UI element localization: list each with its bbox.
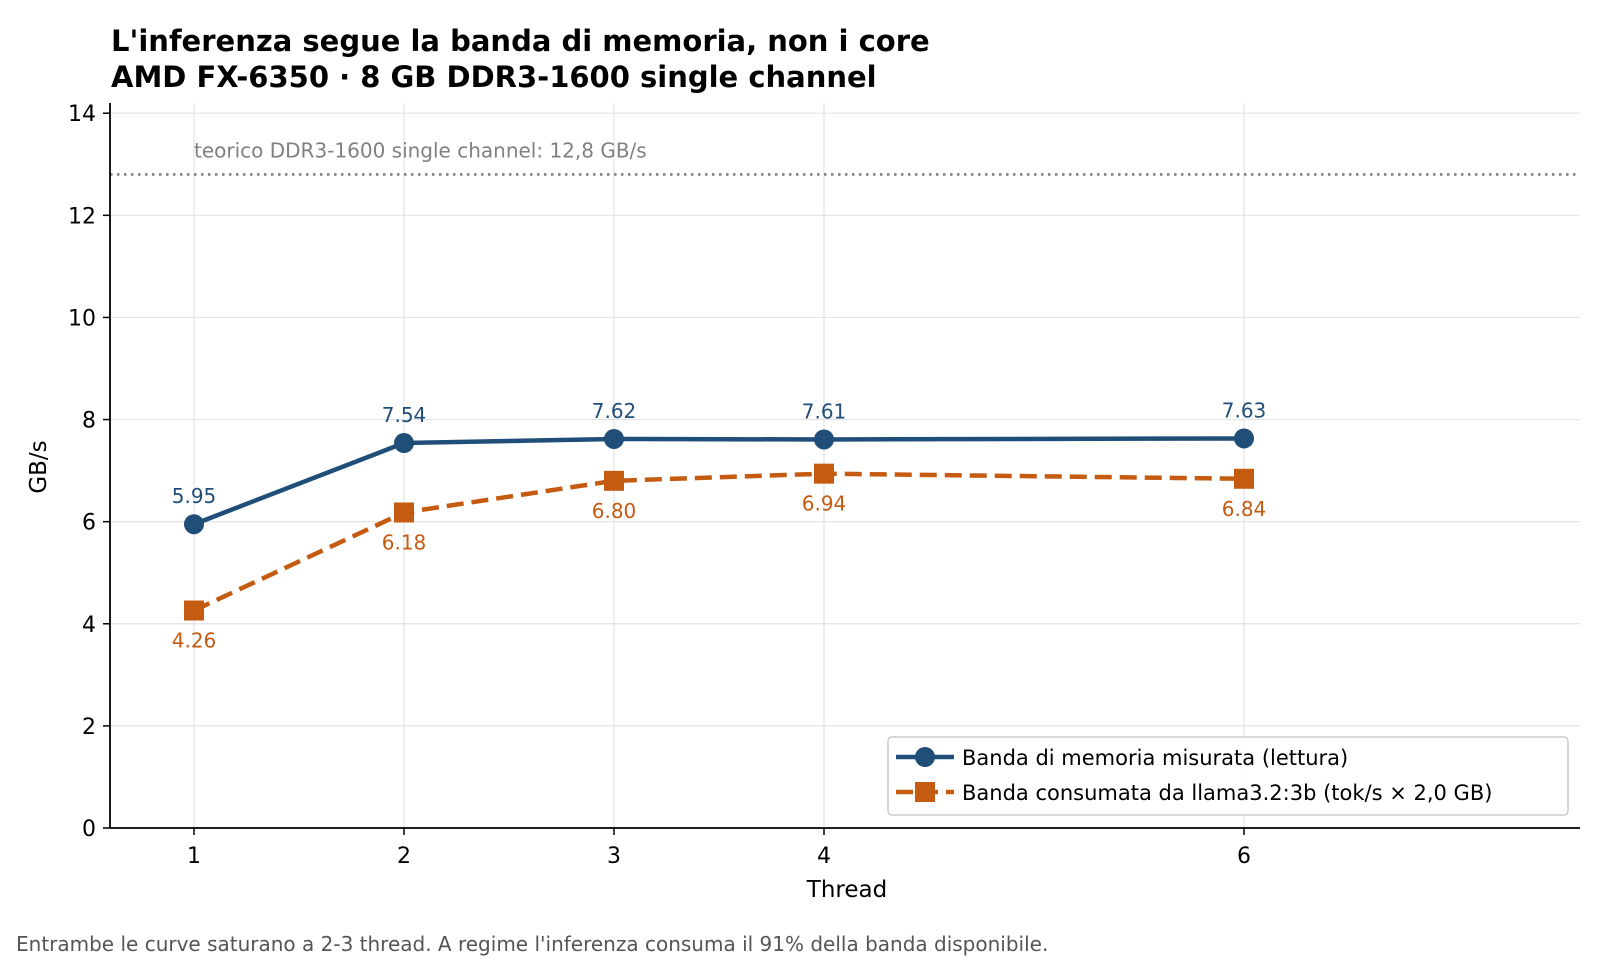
series-2-data-label: 4.26: [172, 629, 217, 653]
reference-line-label: teorico DDR3-1600 single channel: 12,8 G…: [194, 138, 647, 162]
series-2-point: [394, 502, 414, 523]
series-2-point: [814, 463, 834, 484]
legend-label-1: Banda di memoria misurata (lettura): [962, 746, 1348, 770]
legend-box: [887, 736, 1569, 816]
series-1-data-label: 7.61: [802, 399, 847, 423]
legend: Banda di memoria misurata (lettura) Banda…: [887, 736, 1569, 816]
x-tick-label: 4: [817, 844, 831, 869]
series-1-data-label: 7.62: [592, 399, 637, 423]
y-axis-label: GB/s: [26, 440, 52, 493]
series-line-1: [193, 436, 1245, 527]
data-labels: 5.95 7.54 7.62 7.61 7.63 4.26 6.18 6.80 6.94 6.84: [172, 398, 1267, 652]
series-2-data-label: 6.80: [592, 499, 637, 523]
axes: [103, 103, 1580, 835]
series-2-data-label: 6.94: [802, 492, 847, 516]
series-2-point: [184, 600, 204, 621]
chart-subtitle: AMD FX-6350 · 8 GB DDR3-1600 single chan…: [111, 60, 877, 94]
series-2-data-label: 6.84: [1222, 497, 1267, 521]
y-tick-label: 10: [68, 306, 96, 331]
series-2-point: [604, 470, 624, 491]
series-1-data-label: 7.54: [382, 403, 427, 427]
y-tick-label: 4: [82, 613, 96, 638]
y-tick-label: 6: [82, 511, 96, 536]
legend-label-2: Banda consumata da llama3.2:3b (tok/s × …: [962, 781, 1492, 805]
series-2-data-label: 6.18: [382, 530, 427, 554]
series-2-point: [1234, 468, 1254, 489]
y-tick-label: 2: [82, 715, 96, 740]
y-tick-label: 0: [82, 817, 96, 842]
series-1-point: [394, 433, 414, 454]
x-axis-label: Thread: [806, 877, 887, 903]
series-1-data-label: 5.95: [172, 484, 217, 508]
grid: [110, 103, 1580, 829]
footnote: Entrambe le curve saturano a 2-3 thread.…: [16, 932, 1049, 956]
series-line-2: [193, 471, 1245, 613]
series-1-point: [814, 429, 834, 450]
x-tick-label: 2: [397, 844, 411, 869]
series-1-point: [184, 514, 204, 535]
legend-marker-2: [915, 782, 935, 802]
chart-title: L'inferenza segue la banda di memoria, n…: [111, 24, 930, 58]
series-1-data-label: 7.63: [1222, 398, 1267, 422]
x-tick-label: 1: [187, 844, 201, 869]
series-1-point: [1234, 428, 1254, 449]
series-group: [184, 428, 1254, 621]
x-tick-label: 6: [1237, 844, 1251, 869]
series-1-point: [604, 428, 624, 449]
y-tick-label: 14: [68, 102, 96, 127]
x-tick-label: 3: [607, 844, 621, 869]
reference-line-group: teorico DDR3-1600 single channel: 12,8 G…: [110, 138, 1580, 176]
y-tick-label: 8: [82, 409, 96, 434]
legend-marker-1: [915, 747, 935, 767]
y-tick-label: 12: [68, 204, 96, 229]
